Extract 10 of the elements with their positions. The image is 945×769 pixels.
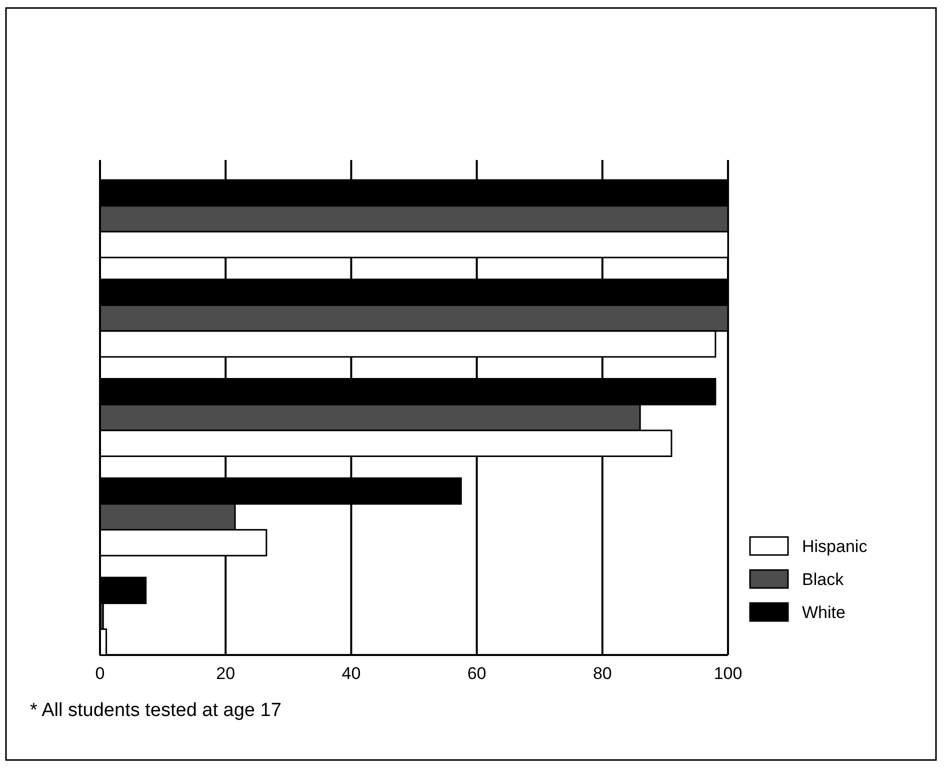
x-tick-label: 40 xyxy=(342,664,361,684)
x-tick-label: 20 xyxy=(216,664,236,684)
x-tick-label: 80 xyxy=(592,664,612,684)
legend-label: Black xyxy=(802,570,844,589)
legend-label: White xyxy=(802,603,846,622)
text: * All students tested at age 17 xyxy=(30,700,282,721)
legend-label: Hispanic xyxy=(802,537,868,556)
x-tick-label: 0 xyxy=(95,664,105,684)
x-tick-label: 100 xyxy=(714,664,742,684)
x-tick-label: 60 xyxy=(467,664,486,684)
